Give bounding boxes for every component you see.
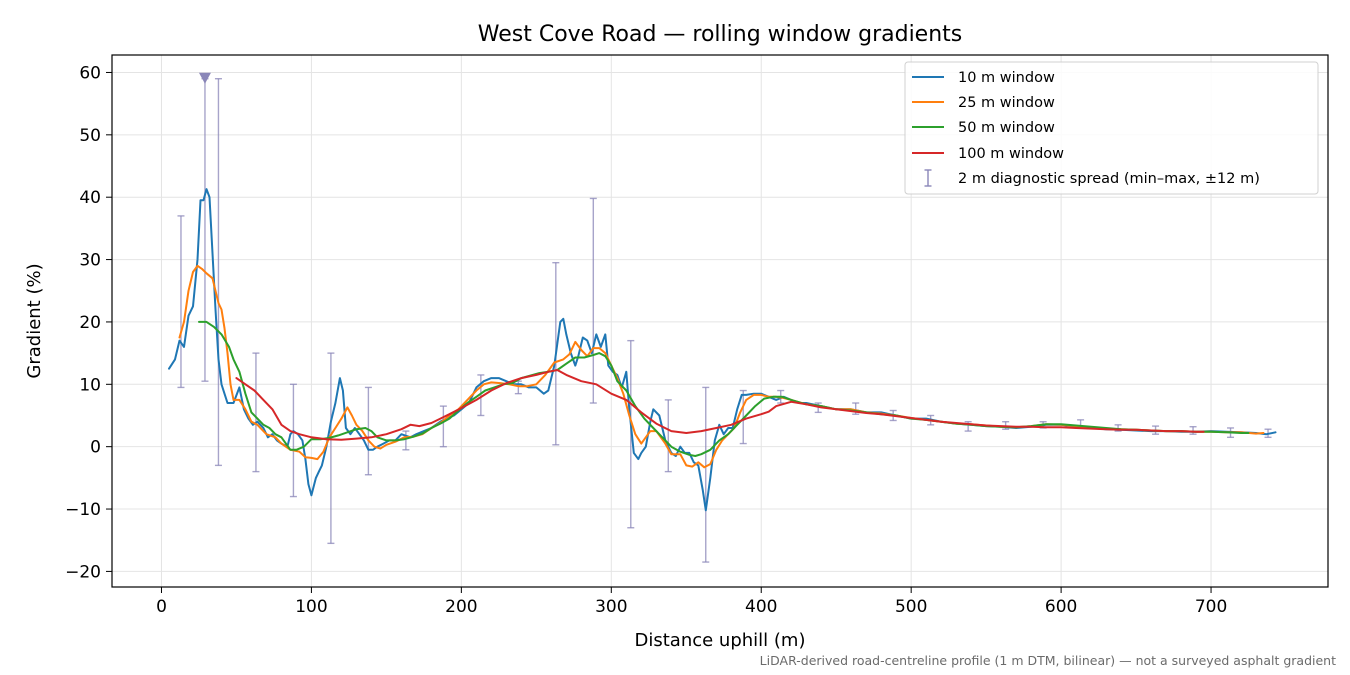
series-lines <box>168 188 1277 512</box>
x-tick-label: 0 <box>156 597 167 617</box>
x-tick-label: 100 <box>295 597 327 617</box>
y-tick-label: 30 <box>79 251 101 271</box>
y-axis-label: Gradient (%) <box>24 263 45 378</box>
legend-label: 25 m window <box>958 95 1055 111</box>
legend-label: 2 m diagnostic spread (min–max, ±12 m) <box>958 171 1260 187</box>
y-tick-label: −10 <box>65 500 101 520</box>
error-bars <box>177 77 1272 563</box>
y-tick-label: 40 <box>79 188 101 208</box>
footnote: LiDAR-derived road-centreline profile (1… <box>760 653 1336 668</box>
x-tick-label: 400 <box>745 597 777 617</box>
series-line <box>235 369 1205 441</box>
x-axis-label: Distance uphill (m) <box>635 630 806 651</box>
y-tick-label: 60 <box>79 63 101 83</box>
y-axis: −20 −10 0 10 20 30 40 50 60 <box>65 63 112 582</box>
plot-frame <box>111 54 1329 588</box>
legend-label: 10 m window <box>958 70 1055 86</box>
y-tick-label: 0 <box>90 438 101 458</box>
x-tick-label: 300 <box>595 597 627 617</box>
series-line <box>178 264 1265 469</box>
x-tick-label: 200 <box>445 597 477 617</box>
y-tick-label: 20 <box>79 313 101 333</box>
series-line <box>198 320 1250 457</box>
x-tick-label: 500 <box>895 597 927 617</box>
legend-box <box>904 61 1319 195</box>
chart-title: West Cove Road — rolling window gradient… <box>478 22 963 47</box>
y-tick-label: 10 <box>79 375 101 395</box>
y-tick-label: −20 <box>65 562 101 582</box>
clipped-marker <box>198 72 211 84</box>
x-tick-label: 600 <box>1045 597 1077 617</box>
markers <box>198 72 211 84</box>
series-line <box>168 188 1277 512</box>
y-tick-label: 50 <box>79 126 101 146</box>
x-tick-label: 700 <box>1195 597 1227 617</box>
legend-label: 50 m window <box>958 120 1055 136</box>
legend-label: 100 m window <box>958 146 1064 162</box>
legend: 10 m window 25 m window 50 m window 100 m w… <box>904 61 1319 195</box>
x-axis: 0 100 200 300 400 500 600 700 <box>156 587 1227 617</box>
